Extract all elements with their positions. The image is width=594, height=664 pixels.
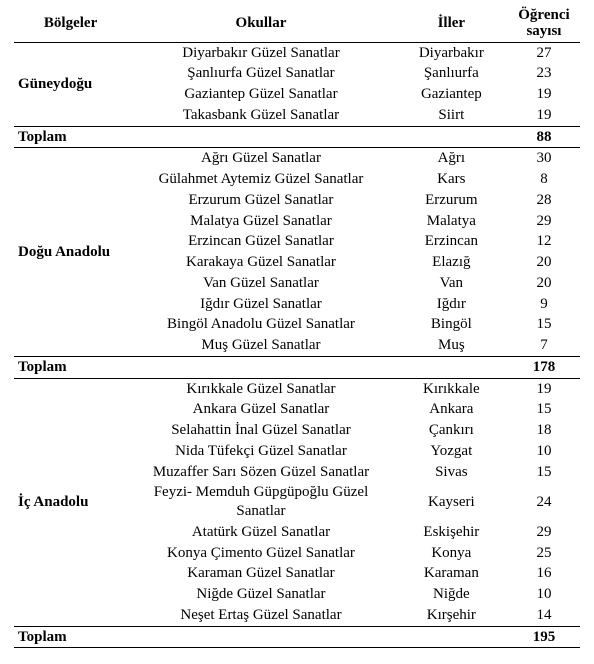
city-cell: Muş [395, 335, 508, 356]
table-header-row: Bölgeler Okullar İller Öğrenci sayısı [14, 6, 580, 42]
table-body: GüneydoğuDiyarbakır Güzel SanatlarDiyarb… [14, 42, 580, 648]
city-cell: Konya [395, 543, 508, 564]
city-cell: Iğdır [395, 294, 508, 315]
city-cell: Siirt [395, 105, 508, 126]
school-cell: Muş Güzel Sanatlar [127, 335, 395, 356]
city-cell: Kayseri [395, 482, 508, 522]
school-cell: Selahattin İnal Güzel Sanatlar [127, 420, 395, 441]
city-cell: Eskişehir [395, 522, 508, 543]
count-cell: 8 [508, 169, 580, 190]
total-label: Toplam [14, 356, 508, 378]
city-cell: Sivas [395, 462, 508, 483]
total-row: Toplam195 [14, 626, 580, 648]
count-cell: 19 [508, 105, 580, 126]
city-cell: Ankara [395, 399, 508, 420]
count-cell: 27 [508, 42, 580, 63]
count-cell: 10 [508, 584, 580, 605]
count-cell: 30 [508, 148, 580, 169]
count-cell: 10 [508, 441, 580, 462]
school-cell: Ağrı Güzel Sanatlar [127, 148, 395, 169]
school-cell: Ankara Güzel Sanatlar [127, 399, 395, 420]
school-cell: Muzaffer Sarı Sözen Güzel Sanatlar [127, 462, 395, 483]
school-cell: Malatya Güzel Sanatlar [127, 211, 395, 232]
table-row: Doğu AnadoluAğrı Güzel SanatlarAğrı30 [14, 148, 580, 169]
city-cell: Erzincan [395, 231, 508, 252]
school-cell: Erzincan Güzel Sanatlar [127, 231, 395, 252]
school-cell: Van Güzel Sanatlar [127, 273, 395, 294]
count-cell: 20 [508, 252, 580, 273]
total-value: 88 [508, 126, 580, 148]
col-header-school: Okullar [127, 6, 395, 42]
school-cell: Erzurum Güzel Sanatlar [127, 190, 395, 211]
school-cell: Şanlıurfa Güzel Sanatlar [127, 63, 395, 84]
total-label: Toplam [14, 626, 508, 648]
region-cell: Güneydoğu [14, 42, 127, 126]
region-cell: İç Anadolu [14, 378, 127, 626]
city-cell: Çankırı [395, 420, 508, 441]
count-cell: 15 [508, 314, 580, 335]
school-cell: Gülahmet Aytemiz Güzel Sanatlar [127, 169, 395, 190]
total-row: Toplam88 [14, 126, 580, 148]
count-cell: 18 [508, 420, 580, 441]
school-cell: Niğde Güzel Sanatlar [127, 584, 395, 605]
table-row: GüneydoğuDiyarbakır Güzel SanatlarDiyarb… [14, 42, 580, 63]
city-cell: Kırıkkale [395, 378, 508, 399]
col-header-count-l1: Öğrenci [518, 7, 569, 23]
count-cell: 25 [508, 543, 580, 564]
count-cell: 12 [508, 231, 580, 252]
school-cell: Nida Tüfekçi Güzel Sanatlar [127, 441, 395, 462]
count-cell: 15 [508, 462, 580, 483]
schools-table: Bölgeler Okullar İller Öğrenci sayısı Gü… [14, 6, 580, 648]
col-header-count: Öğrenci sayısı [508, 6, 580, 42]
col-header-count-l2: sayısı [526, 23, 561, 39]
school-cell: Takasbank Güzel Sanatlar [127, 105, 395, 126]
count-cell: 29 [508, 211, 580, 232]
count-cell: 16 [508, 563, 580, 584]
school-cell: Atatürk Güzel Sanatlar [127, 522, 395, 543]
city-cell: Kars [395, 169, 508, 190]
city-cell: Niğde [395, 584, 508, 605]
count-cell: 23 [508, 63, 580, 84]
city-cell: Diyarbakır [395, 42, 508, 63]
city-cell: Erzurum [395, 190, 508, 211]
city-cell: Karaman [395, 563, 508, 584]
region-cell: Doğu Anadolu [14, 148, 127, 357]
school-cell: Konya Çimento Güzel Sanatlar [127, 543, 395, 564]
school-cell: Gaziantep Güzel Sanatlar [127, 84, 395, 105]
school-cell: Kırıkkale Güzel Sanatlar [127, 378, 395, 399]
total-value: 195 [508, 626, 580, 648]
count-cell: 29 [508, 522, 580, 543]
school-cell: Karaman Güzel Sanatlar [127, 563, 395, 584]
count-cell: 15 [508, 399, 580, 420]
col-header-region: Bölgeler [14, 6, 127, 42]
city-cell: Bingöl [395, 314, 508, 335]
total-label: Toplam [14, 126, 508, 148]
table-row: İç AnadoluKırıkkale Güzel SanatlarKırıkk… [14, 378, 580, 399]
total-row: Toplam178 [14, 356, 580, 378]
count-cell: 19 [508, 378, 580, 399]
count-cell: 28 [508, 190, 580, 211]
city-cell: Ağrı [395, 148, 508, 169]
city-cell: Gaziantep [395, 84, 508, 105]
school-cell: Karakaya Güzel Sanatlar [127, 252, 395, 273]
total-value: 178 [508, 356, 580, 378]
col-header-city: İller [395, 6, 508, 42]
count-cell: 19 [508, 84, 580, 105]
city-cell: Van [395, 273, 508, 294]
city-cell: Şanlıurfa [395, 63, 508, 84]
count-cell: 7 [508, 335, 580, 356]
count-cell: 24 [508, 482, 580, 522]
city-cell: Elazığ [395, 252, 508, 273]
school-cell: Iğdır Güzel Sanatlar [127, 294, 395, 315]
school-cell: Bingöl Anadolu Güzel Sanatlar [127, 314, 395, 335]
school-cell: Feyzi- Memduh Güpgüpoğlu Güzel Sanatlar [127, 482, 395, 522]
count-cell: 20 [508, 273, 580, 294]
count-cell: 9 [508, 294, 580, 315]
city-cell: Yozgat [395, 441, 508, 462]
school-cell: Diyarbakır Güzel Sanatlar [127, 42, 395, 63]
city-cell: Malatya [395, 211, 508, 232]
